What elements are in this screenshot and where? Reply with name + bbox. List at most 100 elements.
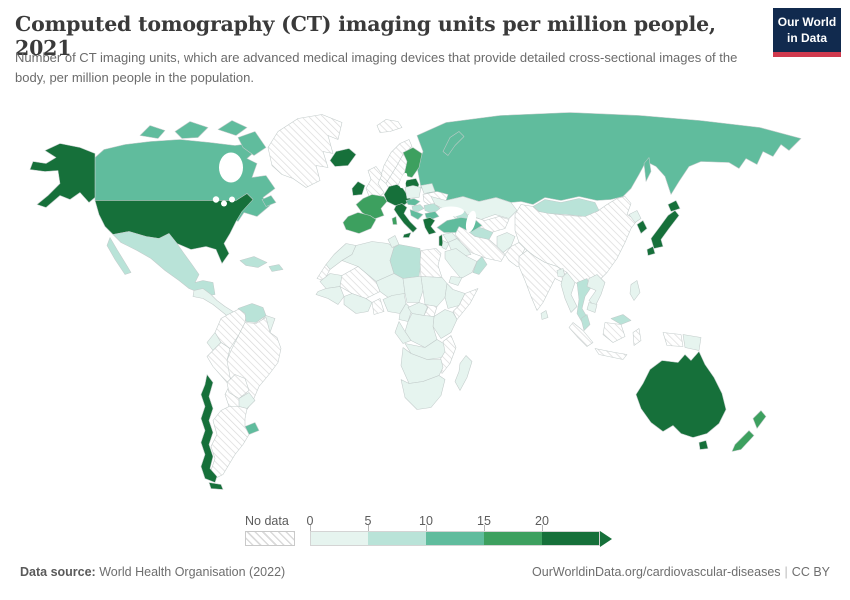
legend-bin-20+[interactable] [542,531,600,546]
country-car[interactable] [407,302,429,316]
country-czechia[interactable] [405,198,421,206]
country-japan-honshu[interactable] [650,210,680,249]
country-russia-sakhalin[interactable] [643,157,652,182]
legend-bin-0-5[interactable] [310,531,368,546]
country-indonesia-west-papua[interactable] [662,332,684,347]
country-italy-sicily[interactable] [402,232,412,238]
country-mexico-baja[interactable] [106,237,132,275]
country-malaysia[interactable] [580,314,591,331]
country-hispaniola[interactable] [268,264,284,272]
country-philippines[interactable] [629,280,641,301]
country-sardinia[interactable] [391,216,398,225]
country-greece[interactable] [422,217,437,235]
country-mexico[interactable] [112,231,216,297]
baltic-sea [399,172,408,189]
legend-bin-15-20[interactable] [484,531,542,546]
country-papua-new-guinea[interactable] [682,334,702,351]
country-saudi-arabia[interactable] [444,248,478,279]
country-libya[interactable] [389,244,422,279]
country-jordan[interactable] [441,240,450,250]
country-west-africa[interactable] [343,293,373,314]
country-canada-island1[interactable] [139,125,166,139]
page-title: Computed tomography (CT) imaging units p… [15,12,716,60]
country-belarus[interactable] [420,183,436,194]
legend-nodata-swatch[interactable] [245,531,295,546]
country-yemen[interactable] [448,276,463,286]
country-russia[interactable] [416,112,802,205]
country-finland[interactable] [402,147,423,178]
country-south-korea[interactable] [636,220,648,234]
country-balkans[interactable] [409,209,424,220]
country-indonesia-sulawesi[interactable] [632,328,642,346]
country-canada-baffin[interactable] [237,131,267,156]
legend-bin-10-15[interactable] [426,531,484,546]
country-borneo-malaysia[interactable] [610,314,632,325]
country-bulgaria[interactable] [424,211,440,220]
legend-nodata-label: No data [245,514,289,528]
country-vietnam[interactable] [586,274,606,307]
country-madagascar[interactable] [454,355,473,391]
country-indonesia-java[interactable] [594,348,628,360]
country-hungary[interactable] [411,204,425,212]
country-ghana-benin[interactable] [371,298,385,315]
country-iran[interactable] [454,226,506,262]
country-usa-alaska[interactable] [29,143,96,208]
country-venezuela[interactable] [237,303,267,323]
country-chad[interactable] [402,276,424,303]
country-bolivia[interactable] [226,374,250,399]
country-southern-africa[interactable] [400,347,444,384]
country-mongolia[interactable] [532,198,600,217]
legend-tick-label-15: 15 [477,514,491,528]
country-iceland[interactable] [329,148,357,167]
country-indonesia-borneo[interactable] [602,322,626,343]
country-myanmar[interactable] [560,272,578,313]
country-russia-novaya-zemlya[interactable] [442,131,465,156]
country-senegal[interactable] [315,286,345,305]
footer-license[interactable]: CC BY [791,565,830,579]
country-east-africa[interactable] [432,309,458,339]
country-mali[interactable] [339,266,381,299]
country-north-korea[interactable] [628,210,642,223]
legend-tick-mark [368,525,369,531]
owid-logo[interactable]: Our World in Data [773,8,841,58]
country-iraq[interactable] [447,238,472,257]
country-canada-island3[interactable] [217,120,248,136]
great-lake-1 [212,196,220,203]
country-chile[interactable] [200,374,218,483]
legend-bin-5-10[interactable] [368,531,426,546]
country-sri-lanka[interactable] [540,310,549,320]
country-greenland[interactable] [267,114,343,188]
country-tasmania[interactable] [698,440,709,450]
country-new-zealand-north[interactable] [752,410,767,429]
country-cuba[interactable] [239,256,268,268]
footer-link[interactable]: OurWorldinData.org/cardiovascular-diseas… [532,565,781,579]
country-ireland[interactable] [351,181,366,196]
country-paraguay[interactable] [238,392,256,409]
country-japan-hokkaido[interactable] [667,200,681,212]
country-romania[interactable] [423,203,441,214]
country-new-zealand-south[interactable] [731,430,755,452]
country-egypt[interactable] [419,248,443,278]
country-south-africa[interactable] [400,375,446,410]
country-mozambique[interactable] [438,335,457,374]
country-australia[interactable] [635,351,727,438]
country-iberia[interactable] [342,212,377,234]
country-sudan[interactable] [420,276,448,307]
country-italy[interactable] [393,203,418,233]
country-poland[interactable] [404,185,422,199]
country-canada-newfoundland[interactable] [261,195,277,207]
country-cambodia[interactable] [586,302,598,313]
footer-right: OurWorldinData.org/cardiovascular-diseas… [532,565,830,579]
country-chile-tdf[interactable] [208,482,224,490]
country-uk[interactable] [365,166,385,200]
country-gabon-congo[interactable] [394,321,412,344]
country-canada-island2[interactable] [174,121,209,139]
country-france[interactable] [355,194,388,220]
country-svalbard[interactable] [376,119,403,133]
country-indonesia-sumatra[interactable] [568,322,594,347]
country-argentina[interactable] [210,406,250,479]
country-japan-kyushu[interactable] [646,246,656,256]
country-india[interactable] [518,250,568,311]
world-map[interactable] [0,103,850,513]
country-oman[interactable] [472,256,488,275]
